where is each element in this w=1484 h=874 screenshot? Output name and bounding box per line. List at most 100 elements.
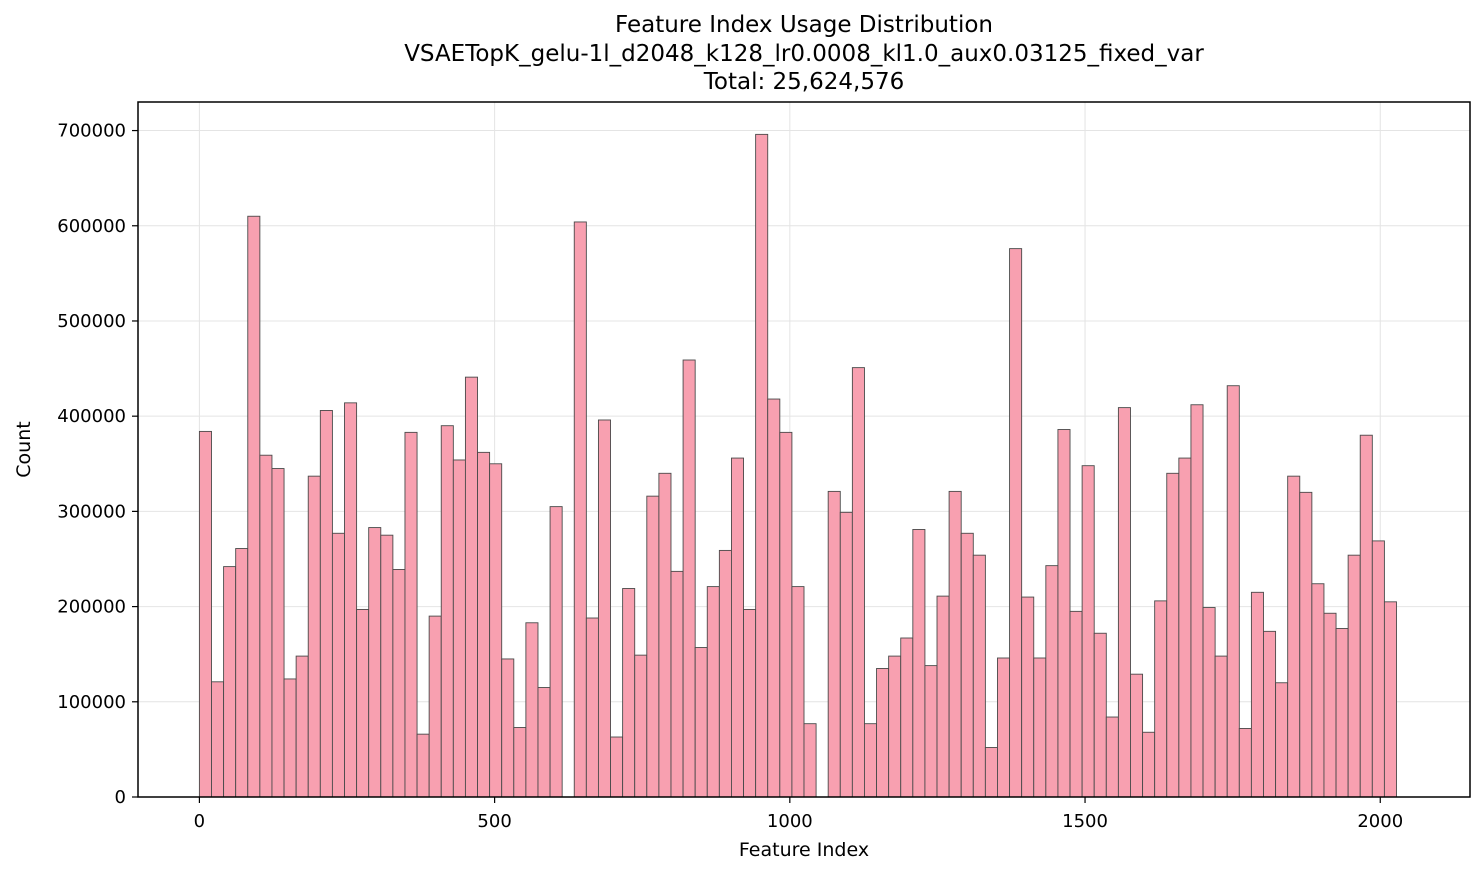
histogram-bar	[319, 410, 333, 798]
y-tick-label: 300000	[57, 501, 126, 522]
histogram-bars	[198, 133, 1397, 798]
histogram-bar	[307, 475, 321, 798]
histogram-bar	[1178, 457, 1192, 798]
histogram-bar	[960, 532, 974, 798]
histogram-bar	[622, 588, 636, 798]
histogram-bar	[1045, 565, 1059, 798]
x-tick-label: 0	[194, 811, 205, 832]
histogram-bar	[1226, 385, 1240, 798]
histogram-bar	[1214, 655, 1228, 798]
histogram-bar	[610, 736, 624, 798]
histogram-bar	[331, 532, 345, 798]
histogram-bar	[743, 608, 757, 798]
histogram-bar	[235, 548, 249, 798]
y-tick-label: 700000	[57, 121, 126, 142]
histogram-bar	[779, 431, 793, 798]
histogram-bar	[1093, 632, 1107, 798]
histogram-bar	[827, 490, 841, 798]
histogram-bar	[1117, 407, 1131, 798]
y-tick-label: 0	[115, 787, 126, 808]
histogram-bar	[501, 658, 515, 798]
histogram-bar	[1299, 491, 1313, 798]
histogram-bar	[1081, 465, 1095, 798]
histogram-bar	[440, 425, 454, 798]
histogram-bar	[1166, 472, 1180, 798]
histogram-bar	[1009, 248, 1023, 798]
histogram-bar	[682, 359, 696, 798]
histogram-bar	[477, 451, 491, 798]
histogram-bar	[876, 668, 890, 798]
histogram-bar	[851, 367, 865, 798]
histogram-bar	[223, 566, 237, 798]
histogram-bar	[1202, 607, 1216, 798]
x-tick-label: 2000	[1357, 811, 1403, 832]
histogram-bar	[295, 655, 309, 798]
histogram-bar	[706, 586, 720, 798]
histogram-bar	[452, 459, 466, 798]
x-axis-label: Feature Index	[739, 839, 869, 861]
histogram-bar	[464, 376, 478, 798]
x-tick-label: 500	[477, 811, 511, 832]
chart-subtitle: VSAETopK_gelu-1l_d2048_k128_lr0.0008_kl1…	[404, 41, 1204, 67]
y-tick-label: 400000	[57, 406, 126, 427]
histogram-bar	[1033, 657, 1047, 798]
histogram-bar	[211, 681, 225, 798]
histogram-bar	[597, 419, 611, 798]
histogram-bar	[1130, 673, 1144, 798]
axis-ticks: 0 500 1000 1500 2000 0 100000 200000 300000 40000…	[57, 121, 1403, 832]
y-tick-label: 500000	[57, 311, 126, 332]
histogram-bar	[1323, 612, 1337, 798]
histogram-bar	[803, 723, 817, 798]
histogram-bar	[380, 534, 394, 798]
histogram-bar	[1275, 682, 1289, 798]
histogram-bar	[730, 457, 744, 798]
histogram-bar	[392, 569, 406, 798]
histogram-bar	[888, 655, 902, 798]
histogram-bar	[1021, 596, 1035, 798]
histogram-bar	[1069, 610, 1083, 798]
histogram-bar	[755, 133, 769, 798]
histogram-bar	[549, 506, 563, 798]
histogram-bar	[1250, 591, 1264, 798]
chart-title: Feature Index Usage Distribution	[614, 12, 993, 38]
x-tick-label: 1000	[767, 811, 813, 832]
histogram-bar	[997, 657, 1011, 798]
histogram-bar	[1190, 404, 1204, 798]
histogram-bar	[646, 495, 660, 798]
histogram-bar	[972, 554, 986, 798]
histogram-bar	[1335, 628, 1349, 798]
histogram-bar	[634, 654, 648, 798]
histogram-bar	[247, 215, 261, 798]
histogram-bar	[1347, 554, 1361, 798]
plot-frame	[137, 101, 1471, 798]
y-tick-label: 600000	[57, 216, 126, 237]
histogram-bar	[670, 570, 684, 798]
histogram-bar	[694, 647, 708, 798]
histogram-bar	[948, 490, 962, 798]
histogram-bar	[1105, 716, 1119, 798]
histogram-bar	[1311, 583, 1325, 798]
histogram-bar	[864, 723, 878, 798]
histogram-bar	[1287, 475, 1301, 798]
histogram-bar	[839, 511, 853, 798]
histogram-bar	[1383, 601, 1397, 798]
histogram-bar	[428, 615, 442, 798]
histogram-bar	[537, 687, 551, 798]
histogram-bar	[404, 431, 418, 798]
histogram-bar	[936, 595, 950, 798]
histogram-bar	[1154, 600, 1168, 798]
histogram-bar	[1057, 429, 1071, 798]
histogram-bar	[791, 586, 805, 798]
histogram-bar	[1359, 434, 1373, 798]
histogram-bar	[924, 665, 938, 798]
x-tick-label: 1500	[1062, 811, 1108, 832]
y-axis-label: Count	[13, 421, 35, 477]
histogram-bar	[525, 622, 539, 798]
histogram-bar	[259, 454, 273, 798]
histogram-bar	[271, 468, 285, 798]
histogram-bar	[912, 529, 926, 798]
histogram-bar	[489, 463, 503, 798]
histogram-bar	[368, 527, 382, 798]
histogram-bar	[718, 549, 732, 798]
